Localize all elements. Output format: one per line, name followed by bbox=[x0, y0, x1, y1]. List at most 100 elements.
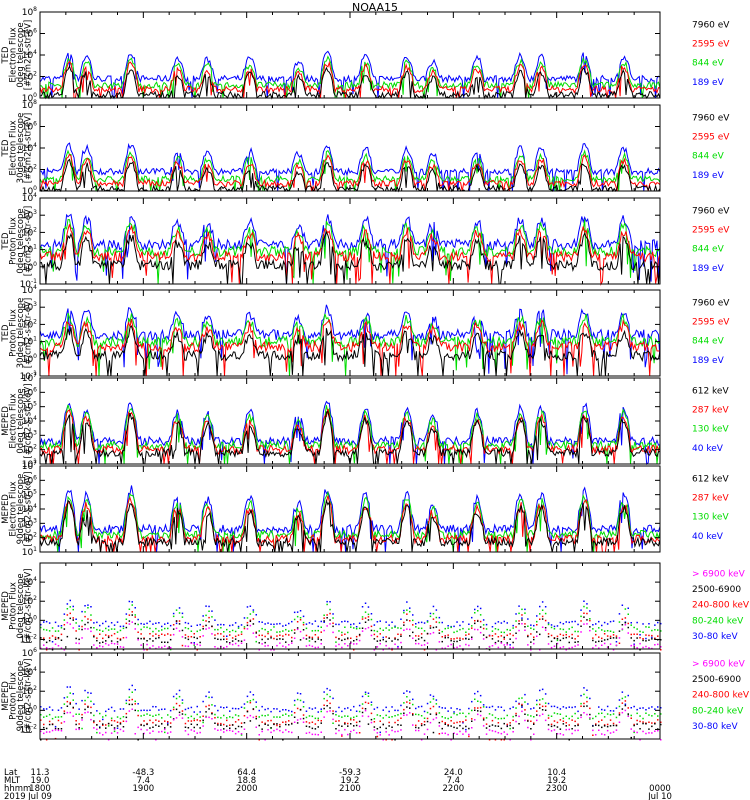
y-tick-label: 108 bbox=[22, 99, 37, 111]
data-point bbox=[48, 639, 51, 642]
data-point bbox=[175, 702, 178, 705]
data-point bbox=[515, 626, 517, 628]
data-point bbox=[252, 609, 255, 611]
data-point bbox=[506, 634, 508, 636]
data-point bbox=[364, 693, 367, 695]
data-point bbox=[282, 638, 284, 640]
data-point bbox=[243, 649, 246, 651]
data-point bbox=[527, 635, 529, 638]
data-point bbox=[603, 642, 606, 645]
ephemeris-value: -48.3 bbox=[132, 768, 154, 778]
data-point bbox=[196, 705, 198, 708]
data-point bbox=[105, 634, 107, 636]
data-point bbox=[288, 622, 290, 625]
data-point bbox=[152, 730, 154, 732]
data-point bbox=[116, 727, 119, 729]
series-line-2-4 bbox=[39, 142, 661, 192]
y-tick-exponent: 4 bbox=[33, 49, 37, 56]
data-point bbox=[223, 624, 225, 626]
data-point bbox=[146, 626, 148, 629]
data-point bbox=[361, 630, 364, 632]
series-line-3-2 bbox=[39, 224, 661, 286]
data-point bbox=[435, 649, 438, 651]
data-point bbox=[229, 631, 231, 633]
data-point bbox=[373, 624, 376, 626]
data-point bbox=[187, 720, 190, 722]
series-8-3 bbox=[40, 698, 662, 741]
data-point bbox=[577, 729, 579, 732]
data-point bbox=[477, 707, 479, 709]
data-point bbox=[335, 649, 337, 651]
data-point bbox=[45, 739, 48, 741]
data-point bbox=[172, 612, 175, 615]
data-point bbox=[252, 611, 255, 613]
data-point bbox=[78, 728, 80, 731]
y-tick-exponent: 6 bbox=[33, 474, 37, 481]
data-point bbox=[506, 628, 508, 631]
data-point bbox=[323, 621, 325, 623]
data-point bbox=[474, 628, 476, 631]
data-point bbox=[107, 635, 110, 637]
data-point bbox=[296, 628, 299, 631]
data-point bbox=[87, 691, 89, 694]
legend-entry: 189 eV bbox=[692, 78, 725, 88]
data-point bbox=[279, 622, 281, 625]
data-point bbox=[155, 633, 157, 635]
data-point bbox=[373, 721, 376, 723]
data-point bbox=[60, 633, 63, 636]
data-point bbox=[202, 619, 204, 621]
data-point bbox=[394, 739, 396, 741]
data-point bbox=[90, 619, 92, 621]
data-point bbox=[556, 625, 559, 627]
data-point bbox=[69, 612, 71, 615]
ephemeris-value: 2300 bbox=[546, 784, 568, 794]
y-tick-exponent: 2 bbox=[33, 444, 37, 451]
data-point bbox=[323, 614, 325, 616]
data-point bbox=[54, 643, 57, 645]
data-point bbox=[648, 623, 650, 625]
data-point bbox=[72, 605, 74, 608]
data-point bbox=[518, 605, 520, 607]
data-point bbox=[273, 729, 275, 732]
data-point bbox=[660, 649, 662, 651]
data-point bbox=[527, 618, 529, 620]
data-point bbox=[420, 715, 423, 717]
data-point bbox=[72, 693, 74, 695]
y-axis-label-line: TED bbox=[1, 232, 11, 251]
data-point bbox=[603, 725, 606, 727]
data-point bbox=[474, 709, 476, 711]
data-point bbox=[45, 629, 48, 631]
data-point bbox=[438, 721, 441, 724]
data-point bbox=[178, 714, 181, 716]
data-point bbox=[96, 731, 98, 734]
data-point bbox=[539, 699, 541, 701]
data-point bbox=[193, 719, 195, 722]
y-axis-label-line: TED bbox=[1, 46, 11, 65]
data-point bbox=[648, 707, 650, 709]
data-point bbox=[565, 728, 567, 731]
data-point bbox=[107, 629, 110, 631]
data-point bbox=[645, 640, 647, 642]
data-point bbox=[193, 642, 195, 644]
data-point bbox=[494, 725, 497, 727]
series-7-5 bbox=[40, 599, 662, 648]
data-point bbox=[376, 735, 379, 738]
data-point bbox=[205, 620, 207, 622]
data-point bbox=[403, 611, 405, 614]
data-point bbox=[110, 622, 113, 624]
data-point bbox=[497, 640, 500, 642]
data-point bbox=[143, 638, 145, 640]
data-point bbox=[119, 639, 122, 641]
data-point bbox=[503, 717, 505, 720]
data-point bbox=[175, 609, 178, 611]
data-point bbox=[515, 700, 517, 703]
data-point bbox=[78, 642, 80, 645]
data-point bbox=[234, 622, 237, 624]
data-point bbox=[477, 713, 479, 716]
data-point bbox=[90, 626, 92, 629]
data-point bbox=[305, 725, 308, 727]
data-point bbox=[592, 628, 594, 630]
data-point bbox=[134, 616, 136, 618]
data-point bbox=[122, 646, 125, 648]
data-point bbox=[199, 644, 201, 647]
